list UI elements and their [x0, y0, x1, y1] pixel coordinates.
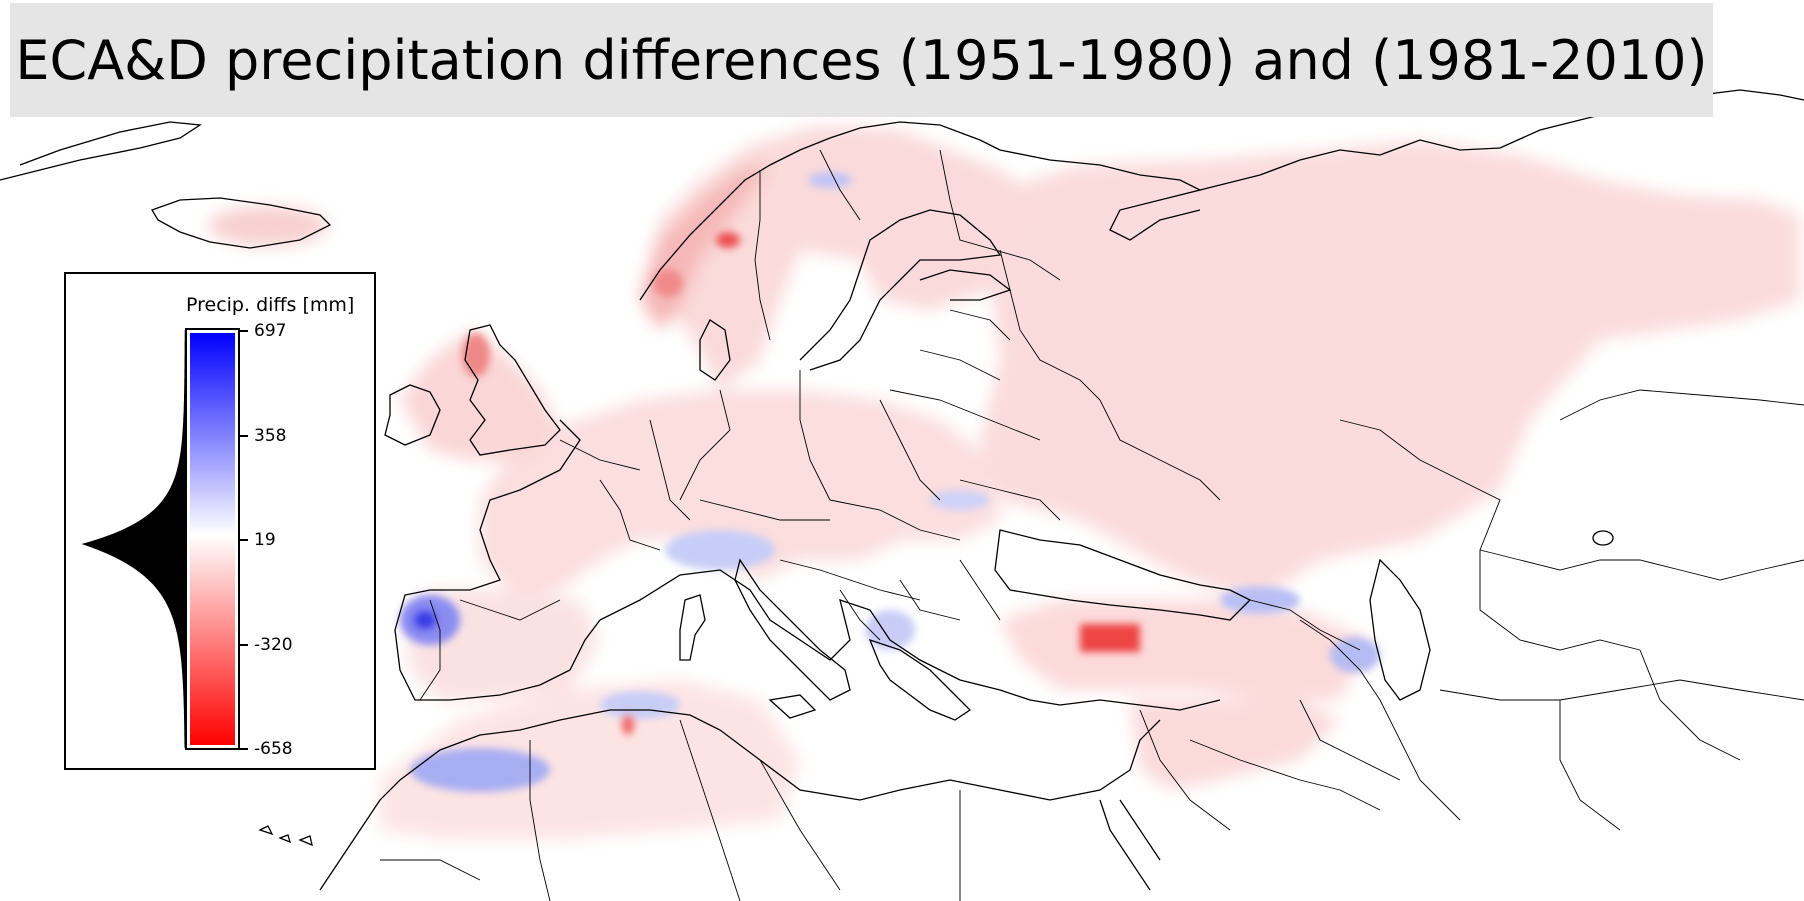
colorbar-tick [240, 435, 248, 437]
colorbar-tick [240, 539, 248, 541]
colorbar-tick-label-max: 697 [254, 321, 287, 341]
colorbar-tick-label: -320 [254, 635, 293, 655]
legend-title: Precip. diffs [mm] [186, 294, 355, 316]
title-box: ECA&D precipitation differences (1951-19… [10, 3, 1713, 117]
colorbar-tick [240, 644, 248, 646]
precip-field-red [462, 232, 1140, 735]
legend-panel: Precip. diffs [mm] 697 358 19 -320 -658 [64, 272, 376, 770]
precip-field-blue [400, 172, 1380, 792]
colorbar-tick-label-min: -658 [254, 739, 293, 759]
country-borders [380, 149, 1804, 901]
value-histogram [81, 330, 185, 748]
precip-field-pink [208, 125, 1800, 840]
colorbar-tick-label-mid: 19 [254, 530, 276, 550]
colorbar-gradient [189, 332, 236, 746]
histogram-shape [81, 330, 185, 748]
colorbar-tick [240, 748, 248, 750]
map-title: ECA&D precipitation differences (1951-19… [15, 28, 1708, 92]
colorbar-tick [240, 330, 248, 332]
coastlines [0, 89, 1804, 891]
colorbar-tick-label: 358 [254, 426, 287, 446]
colorbar [185, 328, 240, 750]
